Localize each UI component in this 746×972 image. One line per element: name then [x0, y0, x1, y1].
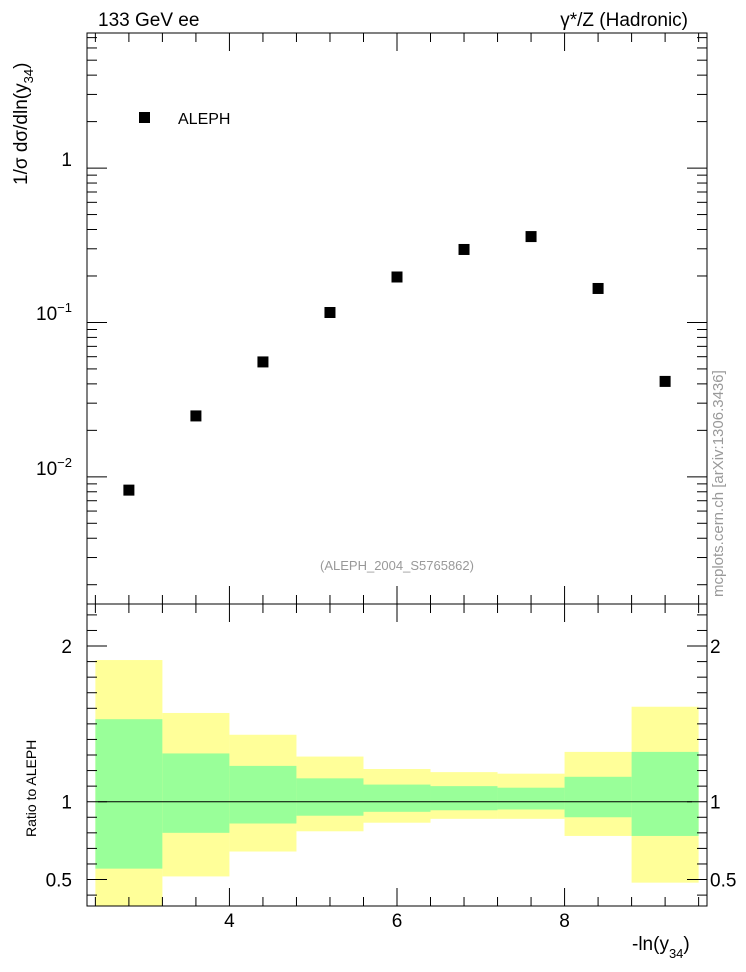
data-point-aleph	[659, 375, 671, 387]
ratio-stat-band	[95, 719, 163, 869]
ratio-stat-band	[162, 753, 230, 833]
data-point-aleph	[525, 231, 537, 243]
watermark: mcplots.cern.ch [arXiv:1306.3436]	[710, 370, 727, 597]
main-data-points	[123, 231, 671, 496]
ratio-bands	[95, 660, 699, 906]
ratio-stat-band	[229, 765, 297, 824]
ratio-ytick-label-left: 1	[61, 793, 72, 814]
ratio-ytick-label-left: 2	[61, 637, 72, 658]
main-y-axis-label: 1/σ dσ/dln(y34)	[11, 63, 36, 185]
header-left: 133 GeV ee	[98, 10, 199, 31]
main-y-ticks	[87, 37, 707, 586]
ratio-panel: 0.5 0.5 1 1 2 2 4 6 8 Ratio to ALEPH -ln(y34)	[23, 603, 737, 961]
ratio-ytick-label-left: 0.5	[46, 871, 72, 892]
ratio-stat-band	[497, 787, 565, 810]
ratio-ytick-label-right: 0.5	[710, 871, 736, 892]
ratio-stat-band	[564, 776, 632, 818]
analysis-tag: (ALEPH_2004_S5765862)	[320, 558, 474, 573]
xtick-label: 6	[392, 911, 403, 932]
ratio-ytick-label-right: 2	[710, 637, 721, 658]
ratio-ytick-label-right: 1	[710, 793, 721, 814]
ratio-tick-labels: 0.5 0.5 1 1 2 2 4 6 8	[46, 637, 737, 932]
x-axis-label: -ln(y34)	[632, 934, 690, 961]
ratio-stat-band	[430, 786, 498, 811]
ratio-stat-band	[296, 778, 364, 816]
main-panel: 1 10−1 10−2 1/σ dσ/dln(y34) ALEPH (ALEPH…	[11, 32, 708, 605]
legend-marker-aleph	[139, 112, 150, 123]
ytick-label-0.01: 10−2	[36, 455, 72, 480]
data-point-aleph	[123, 484, 135, 496]
data-point-aleph	[257, 356, 269, 368]
data-point-aleph	[592, 282, 604, 294]
ratio-y-ticks	[87, 614, 707, 896]
ratio-stat-band	[363, 784, 431, 812]
ratio-stat-band	[631, 751, 699, 836]
ytick-label-1: 1	[61, 150, 72, 171]
data-point-aleph	[458, 243, 470, 255]
legend-label-aleph: ALEPH	[178, 111, 230, 128]
xtick-label: 8	[559, 911, 570, 932]
ytick-label-0.1: 10−1	[36, 300, 72, 325]
data-point-aleph	[391, 271, 403, 283]
xtick-label: 4	[224, 911, 235, 932]
data-point-aleph	[324, 306, 336, 318]
header-right: γ*/Z (Hadronic)	[560, 10, 688, 31]
main-x-ticks	[94, 33, 700, 604]
data-point-aleph	[190, 410, 202, 422]
ratio-y-axis-label: Ratio to ALEPH	[23, 740, 39, 837]
ratio-x-ticks	[94, 604, 700, 906]
